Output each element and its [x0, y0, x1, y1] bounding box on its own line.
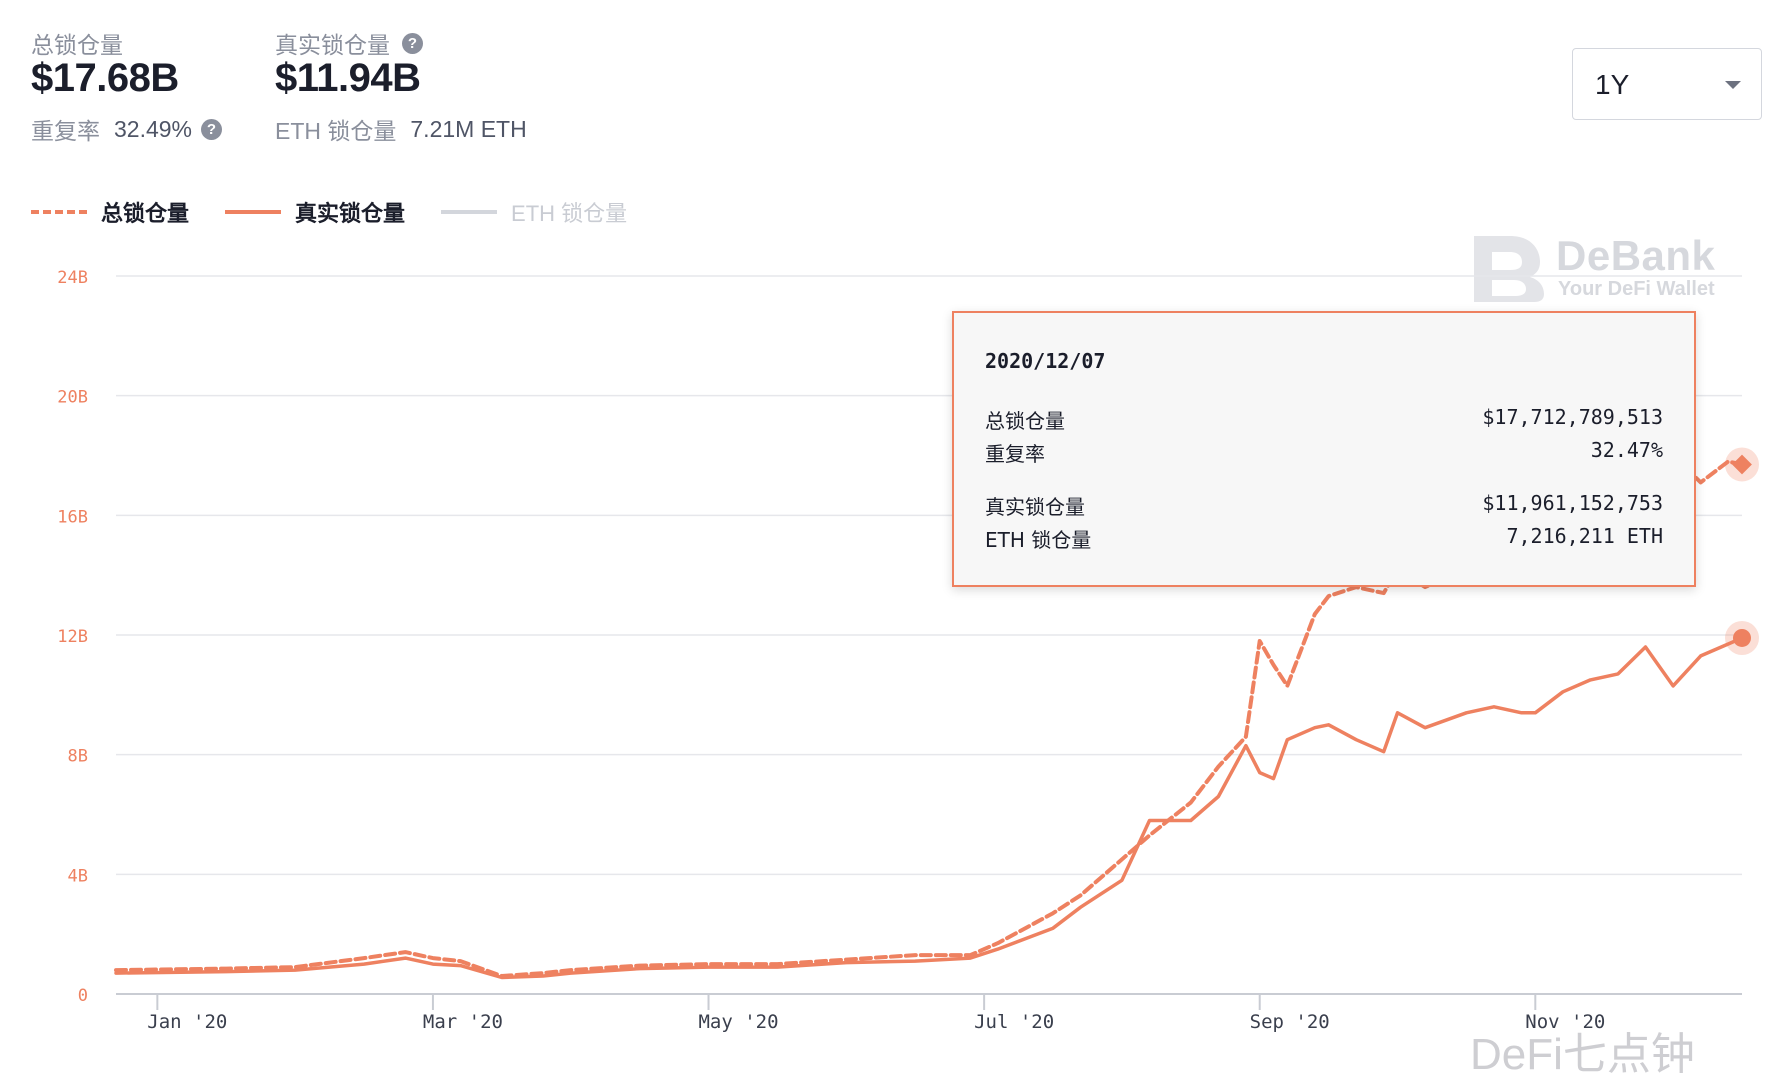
real-tvl-value: $11.94B: [275, 56, 421, 100]
period-select-value: 1Y: [1595, 69, 1630, 100]
series-line-real: [114, 636, 1744, 980]
watermark-name: DeBank: [1556, 232, 1716, 279]
repeat-rate-row: 重复率 32.49% ?: [31, 112, 223, 146]
y-tick-label: 8B: [68, 747, 88, 767]
x-tick-label: Jul '20: [974, 1011, 1054, 1033]
legend-label: ETH 锁仓量: [511, 201, 628, 226]
y-tick-label: 0: [78, 986, 88, 1006]
tooltip-date: 2020/12/07: [985, 349, 1106, 373]
legend-label: 总锁仓量: [101, 201, 190, 226]
chevron-down-icon: [1725, 81, 1741, 89]
y-tick-label: 12B: [57, 627, 88, 647]
data-point-marker: [1732, 454, 1752, 475]
legend-item-eth[interactable]: ETH 锁仓量: [441, 196, 627, 228]
real-tvl-label: 真实锁仓量: [275, 32, 390, 58]
tooltip-row-eth: ETH 锁仓量 7,216,211 ETH: [985, 524, 1663, 553]
marker-layer: [1725, 447, 1759, 655]
tooltip-row-total: 总锁仓量 $17,712,789,513: [985, 405, 1663, 434]
tooltip-label: ETH 锁仓量: [985, 528, 1092, 552]
chart-tooltip: 2020/12/07 总锁仓量 $17,712,789,513 重复率 32.4…: [952, 311, 1696, 587]
tooltip-label: 真实锁仓量: [985, 495, 1085, 519]
tooltip-label: 重复率: [985, 442, 1045, 466]
help-icon[interactable]: ?: [201, 118, 223, 140]
eth-tvl-label: ETH 锁仓量: [275, 118, 397, 144]
y-tick-label: 24B: [57, 268, 88, 288]
tooltip-row-repeat: 重复率 32.47%: [985, 438, 1663, 467]
y-tick-label: 4B: [68, 866, 88, 886]
real-tvl-label-row: 真实锁仓量 ?: [275, 26, 423, 60]
total-tvl-label: 总锁仓量: [31, 32, 123, 58]
x-tick-label: Mar '20: [423, 1011, 503, 1033]
repeat-rate-value: 32.49%: [114, 115, 193, 142]
y-tick-label: 16B: [57, 507, 88, 527]
chart-legend: 总锁仓量 真实锁仓量 ETH 锁仓量: [31, 196, 663, 228]
x-tick-label: Nov '20: [1525, 1011, 1605, 1033]
tooltip-label: 总锁仓量: [985, 409, 1065, 433]
watermark-tagline: Your DeFi Wallet: [1558, 278, 1715, 300]
source-watermark: DeFi七点钟: [1470, 1030, 1695, 1079]
tooltip-value: $17,712,789,513: [1482, 405, 1663, 429]
solid-line-icon: [225, 210, 282, 214]
x-tick-label: Sep '20: [1250, 1011, 1330, 1033]
tooltip-value: $11,961,152,753: [1482, 491, 1663, 515]
debank-watermark: DeBank Your DeFi Wallet: [1470, 232, 1750, 302]
total-tvl-value: $17.68B: [31, 56, 179, 100]
solid-line-icon: [441, 210, 498, 214]
tooltip-value: 32.47%: [1590, 438, 1663, 462]
x-tick-label: Jan '20: [147, 1011, 227, 1033]
tooltip-value: 7,216,211 ETH: [1506, 524, 1663, 548]
help-icon[interactable]: ?: [402, 32, 423, 54]
x-tick-label: May '20: [698, 1011, 778, 1033]
y-tick-label: 20B: [57, 388, 88, 408]
tooltip-row-real: 真实锁仓量 $11,961,152,753: [985, 491, 1663, 520]
period-select[interactable]: 1Y: [1572, 48, 1762, 120]
eth-tvl-row: ETH 锁仓量 7.21M ETH: [275, 112, 527, 146]
legend-item-real[interactable]: 真实锁仓量: [225, 196, 405, 228]
repeat-rate-label: 重复率: [31, 118, 100, 144]
eth-tvl-value: 7.21M ETH: [410, 115, 527, 142]
legend-item-total[interactable]: 总锁仓量: [31, 196, 189, 228]
dashed-line-icon: [31, 210, 87, 214]
data-point-marker: [1733, 628, 1751, 647]
debank-logo-icon: [1474, 236, 1544, 302]
axis-layer: 0 4B 8B 12B 16B 20B 24B Jan '20 Mar '20 May '20 Ju…: [57, 268, 1605, 1033]
legend-label: 真实锁仓量: [295, 201, 406, 226]
